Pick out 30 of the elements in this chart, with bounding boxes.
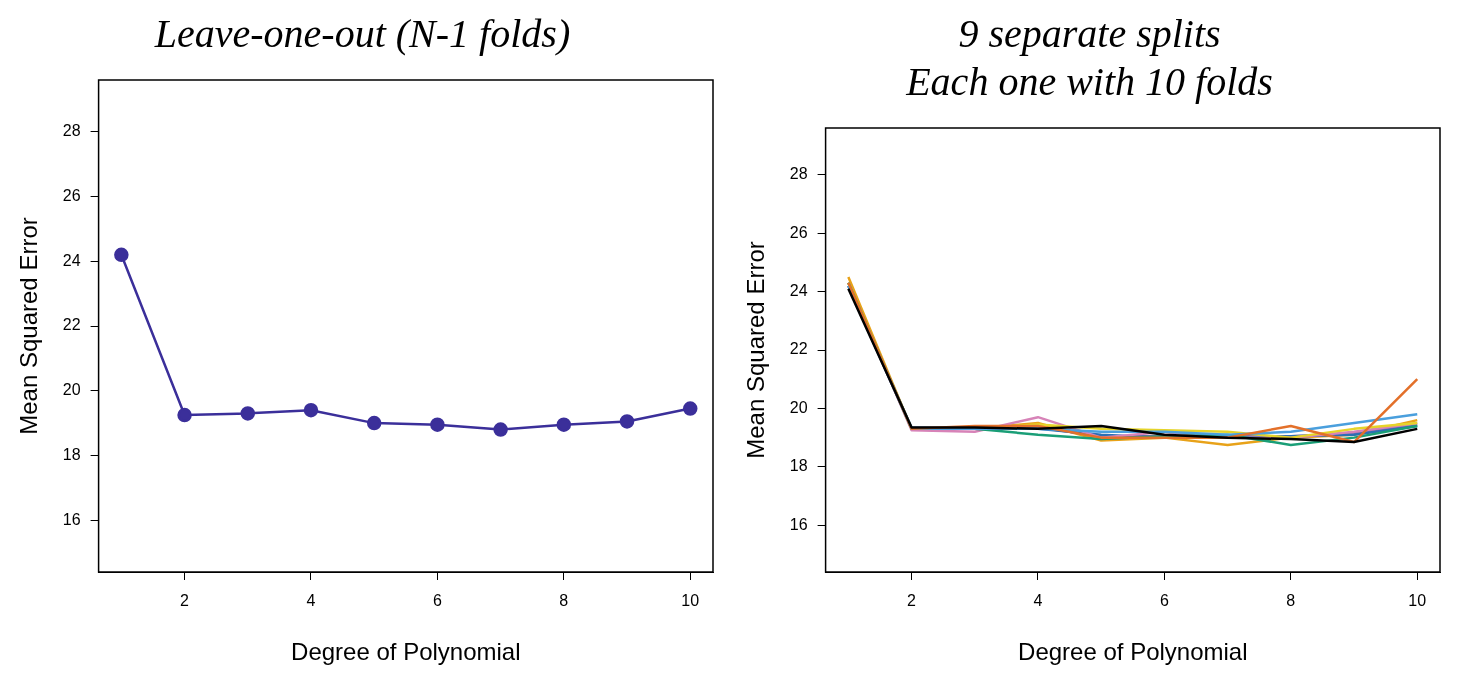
x-tick-label: 10 — [1408, 592, 1427, 610]
y-tick-label: 28 — [62, 122, 81, 140]
y-tick-label: 20 — [789, 398, 808, 416]
y-axis-title: Mean Squared Error — [15, 217, 43, 435]
y-tick-label: 28 — [789, 165, 808, 183]
x-tick-label: 8 — [1286, 592, 1296, 610]
y-tick-label: 24 — [789, 281, 808, 299]
y-tick-label: 26 — [62, 186, 81, 204]
y-tick-label: 22 — [789, 340, 808, 358]
x-tick-label: 10 — [681, 592, 700, 610]
x-axis-title: Degree of Polynomial — [1018, 638, 1248, 666]
x-tick-label: 2 — [180, 592, 190, 610]
y-tick-label: 26 — [789, 223, 808, 241]
y-axis-title: Mean Squared Error — [742, 241, 770, 459]
y-tick-label: 20 — [62, 381, 81, 399]
y-tick-label: 16 — [789, 515, 808, 533]
chart-title: 9 separate splits Each one with 10 folds — [905, 10, 1273, 104]
chart-title: Leave-one-out (N-1 folds) — [153, 10, 571, 56]
y-tick-label: 18 — [789, 457, 808, 475]
x-tick-label: 4 — [1033, 592, 1043, 610]
x-tick-label: 2 — [907, 592, 917, 610]
x-axis-title: Degree of Polynomial — [291, 638, 521, 666]
y-tick-label: 22 — [62, 316, 81, 334]
x-tick-label: 6 — [1159, 592, 1169, 610]
y-tick-label: 18 — [62, 445, 81, 463]
x-tick-label: 8 — [559, 592, 569, 610]
x-tick-label: 4 — [306, 592, 316, 610]
y-tick-label: 16 — [62, 510, 81, 528]
x-tick-label: 6 — [432, 592, 442, 610]
y-tick-label: 24 — [62, 251, 81, 269]
